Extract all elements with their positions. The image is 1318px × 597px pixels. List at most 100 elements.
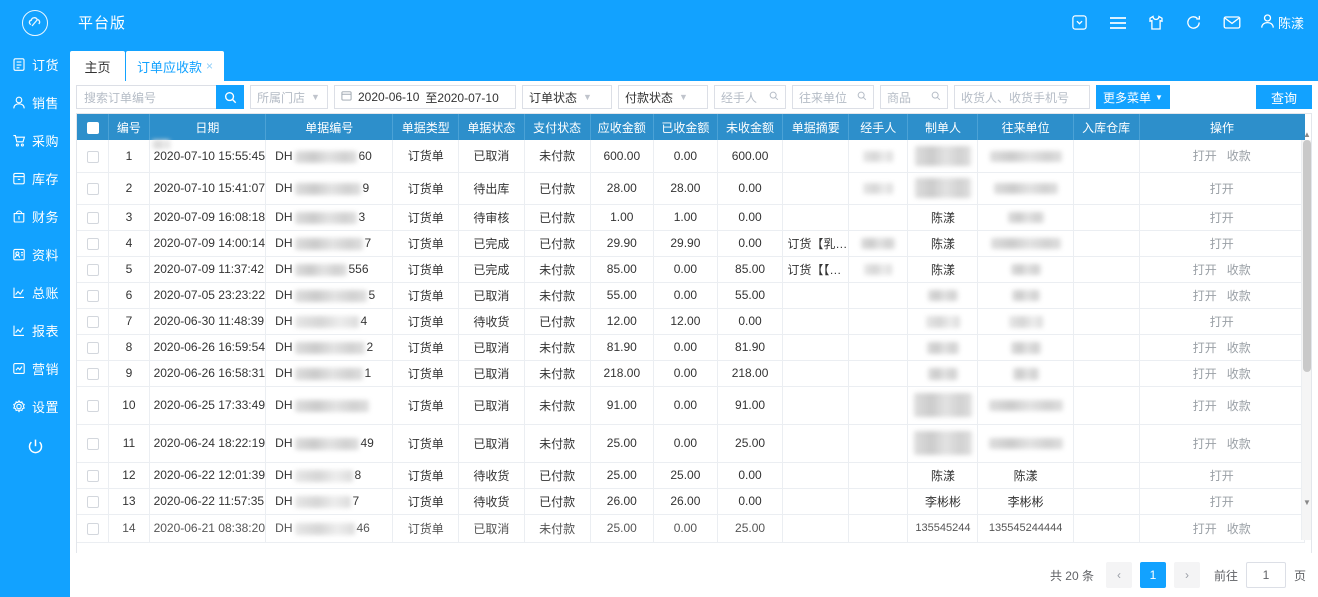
row-checkbox-cell[interactable]: [77, 386, 110, 425]
sidebar-item-reports[interactable]: 报表: [0, 311, 70, 349]
collect-link[interactable]: 收款: [1226, 398, 1251, 413]
row-checkbox[interactable]: [86, 341, 99, 354]
table-row[interactable]: 13 2020-06-22 11:57:35 DH 7 订货单 待收货 已付款 2…: [77, 488, 1306, 515]
col-type[interactable]: 单据类型: [392, 114, 460, 140]
row-checkbox[interactable]: [86, 495, 99, 508]
table-row[interactable]: 5 2020-07-09 11:37:42 DH 556 订货单 已完成 未付款 …: [77, 256, 1306, 283]
row-checkbox-cell[interactable]: [77, 308, 110, 335]
row-checkbox-cell[interactable]: [77, 424, 110, 463]
col-agent[interactable]: 经手人: [848, 114, 909, 140]
open-link[interactable]: 打开: [1209, 468, 1234, 483]
open-link[interactable]: 打开: [1209, 236, 1234, 251]
power-icon[interactable]: [0, 425, 70, 469]
row-checkbox-cell[interactable]: [77, 462, 110, 489]
row-checkbox[interactable]: [86, 522, 99, 535]
row-checkbox[interactable]: [86, 182, 99, 195]
collect-link[interactable]: 收款: [1226, 149, 1251, 164]
user-menu[interactable]: 陈漾: [1260, 13, 1304, 32]
table-row[interactable]: 1 2020-07-10 15:55:45 DH 60 订货单 已取消 未付款 6…: [77, 139, 1306, 173]
collect-link[interactable]: 收款: [1226, 366, 1251, 381]
select-all-header[interactable]: [77, 114, 110, 140]
collect-link[interactable]: 收款: [1226, 262, 1251, 277]
select-all-checkbox[interactable]: [86, 121, 99, 134]
collect-link[interactable]: 收款: [1226, 436, 1251, 451]
close-icon[interactable]: ×: [206, 59, 214, 73]
sidebar-item-marketing[interactable]: 营销: [0, 349, 70, 387]
row-checkbox[interactable]: [86, 237, 99, 250]
scroll-up-arrow[interactable]: ▲: [1303, 130, 1311, 139]
col-operations[interactable]: 操作: [1139, 114, 1305, 140]
open-link[interactable]: 打开: [1192, 366, 1217, 381]
prev-page-button[interactable]: ‹: [1105, 562, 1132, 588]
sidebar-item-orders[interactable]: 订货: [0, 45, 70, 83]
table-row[interactable]: 14 2020-06-21 08:38:20 DH 46 订货单 已取消 未付款 …: [77, 514, 1306, 543]
col-unreceived[interactable]: 未收金额: [717, 114, 784, 140]
row-checkbox-cell[interactable]: [77, 256, 110, 283]
table-row[interactable]: 4 2020-07-09 14:00:14 DH 7 订货单 已完成 已付款 29…: [77, 230, 1306, 257]
open-link[interactable]: 打开: [1209, 494, 1234, 509]
pay-status-select[interactable]: 付款状态 ▼: [618, 85, 708, 109]
open-link[interactable]: 打开: [1209, 314, 1234, 329]
menu-icon[interactable]: [1108, 13, 1128, 33]
table-row[interactable]: 11 2020-06-24 18:22:19 DH 49 订货单 已取消 未付款 …: [77, 424, 1306, 463]
col-docno[interactable]: 单据编号: [265, 114, 394, 140]
scroll-down-arrow[interactable]: ▼: [1303, 498, 1311, 507]
receiver-input[interactable]: 收货人、收货手机号: [954, 85, 1090, 109]
open-link[interactable]: 打开: [1209, 181, 1234, 196]
row-checkbox-cell[interactable]: [77, 514, 110, 543]
sidebar-item-ledger[interactable]: 总账: [0, 273, 70, 311]
col-memo[interactable]: 单据摘要: [782, 114, 850, 140]
sidebar-item-inventory[interactable]: 库存: [0, 159, 70, 197]
page-1-button[interactable]: 1: [1139, 562, 1166, 588]
table-row[interactable]: 3 2020-07-09 16:08:18 DH 3 订货单 待审核 已付款 1.…: [77, 204, 1306, 231]
party-input[interactable]: 往来单位: [792, 85, 874, 109]
row-checkbox-cell[interactable]: [77, 334, 110, 361]
sidebar-item-finance[interactable]: 财务: [0, 197, 70, 235]
collect-link[interactable]: 收款: [1226, 340, 1251, 355]
row-checkbox[interactable]: [86, 399, 99, 412]
table-row[interactable]: 12 2020-06-22 12:01:39 DH 8 订货单 待收货 已付款 2…: [77, 462, 1306, 489]
col-party[interactable]: 往来单位: [977, 114, 1074, 140]
row-checkbox[interactable]: [86, 367, 99, 380]
col-warehouse[interactable]: 入库仓库: [1073, 114, 1140, 140]
table-row[interactable]: 6 2020-07-05 23:23:22 DH 5 订货单 已取消 未付款 55…: [77, 282, 1306, 309]
row-checkbox-cell[interactable]: [77, 204, 110, 231]
search-icon[interactable]: [216, 85, 244, 109]
open-link[interactable]: 打开: [1209, 210, 1234, 225]
sidebar-item-data[interactable]: 资料: [0, 235, 70, 273]
query-button[interactable]: 查询: [1256, 85, 1312, 109]
mail-icon[interactable]: [1222, 13, 1242, 33]
open-link[interactable]: 打开: [1192, 436, 1217, 451]
open-link[interactable]: 打开: [1192, 398, 1217, 413]
row-checkbox[interactable]: [86, 437, 99, 450]
order-status-select[interactable]: 订单状态 ▼: [522, 85, 612, 109]
download-box-icon[interactable]: [1070, 13, 1090, 33]
agent-input[interactable]: 经手人: [714, 85, 786, 109]
col-maker[interactable]: 制单人: [907, 114, 979, 140]
tab-order-receivable[interactable]: 订单应收款 ×: [126, 51, 224, 81]
date-range-input[interactable]: 2020-06-10 至2020-07-10: [334, 85, 516, 109]
row-checkbox[interactable]: [86, 469, 99, 482]
sidebar-item-purchase[interactable]: 采购: [0, 121, 70, 159]
col-state[interactable]: 单据状态: [458, 114, 525, 140]
row-checkbox-cell[interactable]: [77, 172, 110, 205]
row-checkbox-cell[interactable]: [77, 360, 110, 387]
shirt-icon[interactable]: [1146, 13, 1166, 33]
table-row[interactable]: 7 2020-06-30 11:48:39 DH 4 订货单 待收货 已付款 12…: [77, 308, 1306, 335]
vertical-scroll-thumb[interactable]: [1303, 140, 1311, 372]
next-page-button[interactable]: ›: [1173, 562, 1200, 588]
search-input[interactable]: 搜索订单编号: [76, 85, 216, 109]
row-checkbox-cell[interactable]: [77, 282, 110, 309]
sidebar-item-settings[interactable]: 设置: [0, 387, 70, 425]
col-received[interactable]: 已收金额: [653, 114, 718, 140]
col-no[interactable]: 编号: [108, 114, 150, 140]
open-link[interactable]: 打开: [1192, 149, 1217, 164]
row-checkbox[interactable]: [86, 150, 99, 163]
store-select[interactable]: 所属门店 ▼: [250, 85, 328, 109]
row-checkbox-cell[interactable]: [77, 140, 110, 173]
row-checkbox[interactable]: [86, 315, 99, 328]
tab-home[interactable]: 主页: [70, 51, 125, 81]
goto-page-input[interactable]: 1: [1245, 562, 1286, 588]
col-pay[interactable]: 支付状态: [524, 114, 591, 140]
table-row[interactable]: 9 2020-06-26 16:58:31 DH 1 订货单 已取消 未付款 21…: [77, 360, 1306, 387]
